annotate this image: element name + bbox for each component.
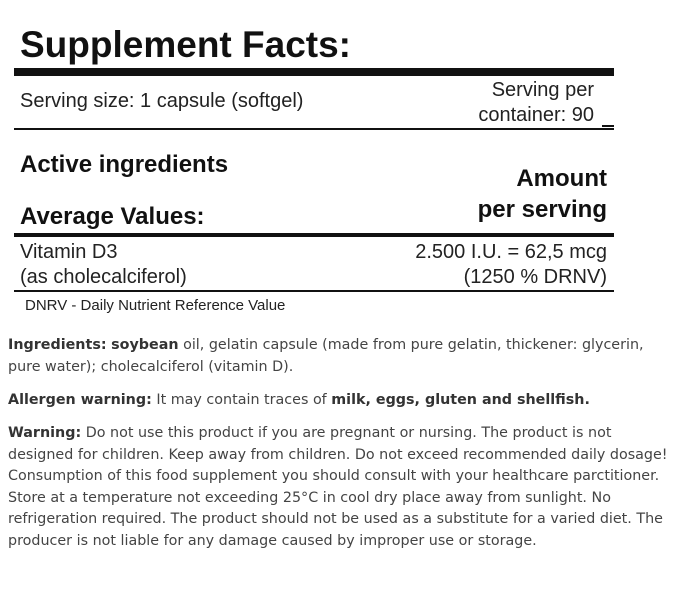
divider-tick [602, 125, 614, 127]
allergen-paragraph: Allergen warning: It may contain traces … [8, 390, 668, 412]
ingredient-amount-line1: 2.500 I.U. = 62,5 mcg [415, 241, 607, 263]
thin-divider [14, 290, 614, 292]
amount-per-serving-heading: Amount per serving [478, 163, 607, 225]
servings-per-container-line2: container: 90 [478, 104, 594, 126]
ingredients-label: Ingredients: [8, 337, 107, 353]
allergen-bold-text: milk, eggs, gluten and shellfish. [331, 392, 590, 408]
average-values-heading: Average Values: [20, 203, 205, 230]
warning-text: Do not use this product if you are pregn… [8, 425, 668, 549]
ingredients-bold-word: soybean [111, 337, 179, 353]
panel-title: Supplement Facts: [20, 24, 351, 65]
ingredient-amount-line2: (1250 % DRNV) [463, 266, 607, 288]
thin-divider [14, 128, 614, 130]
ingredients-text: oil, gelatin capsule (made from pure gel… [8, 337, 644, 375]
amount-heading-line2: per serving [477, 196, 607, 223]
thick-divider [14, 68, 614, 76]
active-ingredients-heading: Active ingredients [20, 151, 229, 178]
allergen-text: It may contain traces of [151, 392, 332, 408]
ingredient-name-line1: Vitamin D3 [20, 241, 118, 263]
servings-per-container-line1: Serving per [491, 79, 594, 101]
medium-divider [14, 233, 614, 237]
amount-heading-line1: Amount [516, 165, 607, 192]
serving-size: Serving size: 1 capsule (softgel) [20, 90, 304, 112]
ingredients-paragraph: Ingredients: soybean oil, gelatin capsul… [8, 335, 668, 378]
warning-label: Warning: [8, 425, 82, 441]
servings-per-container: Serving per container: 90 [478, 78, 594, 128]
ingredient-name: Vitamin D3 (as cholecalciferol) [20, 240, 187, 290]
allergen-label: Allergen warning: [8, 392, 152, 408]
warning-paragraph: Warning: Do not use this product if you … [8, 423, 668, 552]
dnrv-footnote: DNRV - Daily Nutrient Reference Value [25, 297, 286, 314]
ingredient-amount: 2.500 I.U. = 62,5 mcg (1250 % DRNV) [415, 240, 607, 290]
ingredient-name-line2: (as cholecalciferol) [20, 266, 187, 288]
